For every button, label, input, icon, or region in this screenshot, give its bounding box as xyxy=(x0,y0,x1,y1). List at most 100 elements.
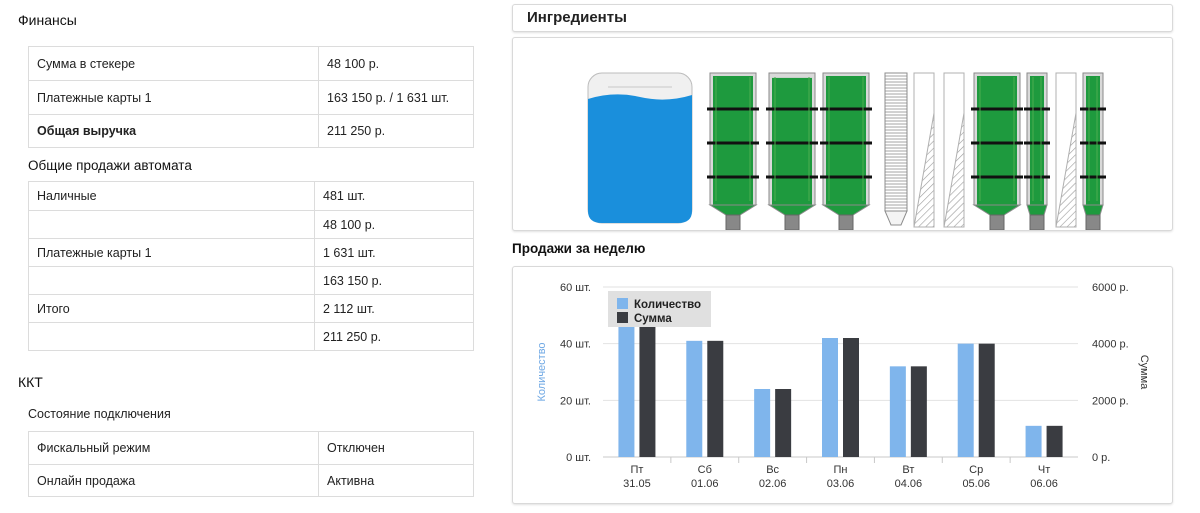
kkt-subtitle: Состояние подключения xyxy=(28,407,171,421)
table-row: Платежные карты 1 1 631 шт. xyxy=(28,238,474,267)
y-tick-label: 20 шт. xyxy=(560,395,591,407)
table-row: 48 100 р. xyxy=(28,210,474,239)
bar-quantity xyxy=(822,338,838,457)
sales-title: Общие продажи автомата xyxy=(28,158,192,173)
table-row: Наличные 481 шт. xyxy=(28,181,474,211)
ingredients-title: Ингредиенты xyxy=(527,9,627,26)
bar-amount xyxy=(1046,425,1063,457)
bar-quantity xyxy=(618,323,635,457)
bar-quantity xyxy=(686,340,703,457)
table-row: Онлайн продажа Активна xyxy=(28,464,474,497)
finance-label: Сумма в стекере xyxy=(28,46,319,81)
y-right-tick-label: 0 р. xyxy=(1092,452,1110,464)
x-tick-label-day: Сб xyxy=(698,464,712,476)
x-tick-label-day: Чт xyxy=(1038,464,1050,476)
kkt-value: Отключен xyxy=(318,431,474,465)
ingredient-container xyxy=(1080,72,1106,231)
ingredients-header: Ингредиенты xyxy=(512,4,1173,32)
bar-quantity xyxy=(1025,425,1042,457)
y-tick-label: 0 шт. xyxy=(566,452,591,464)
ingredient-level xyxy=(1030,76,1044,205)
sales-label xyxy=(28,210,315,239)
chart-panel: 0 шт. 20 шт. 40 шт. 60 шт. 0 р. 2000 р. 4000 р… xyxy=(512,266,1173,504)
sales-value: 163 150 р. xyxy=(314,266,474,295)
water-level xyxy=(588,94,692,223)
finance-table: Сумма в стекере 48 100 р. Платежные карт… xyxy=(28,46,474,148)
bar-quantity xyxy=(957,343,974,457)
ingredients-panel xyxy=(512,37,1173,231)
ingredient-container xyxy=(971,72,1023,231)
ingredient-level xyxy=(1086,76,1100,205)
x-tick-label-date: 04.06 xyxy=(895,478,923,490)
ingredient-container xyxy=(913,72,935,228)
table-row: Фискальный режим Отключен xyxy=(28,431,474,465)
table-row: Итого 2 112 шт. xyxy=(28,294,474,323)
ingredient-container xyxy=(1024,72,1050,231)
ingredient-level xyxy=(977,76,1017,205)
sales-value: 2 112 шт. xyxy=(314,294,474,323)
table-row: Сумма в стекере 48 100 р. xyxy=(28,46,474,81)
x-tick-label-date: 06.06 xyxy=(1030,478,1058,490)
x-tick-label-date: 01.06 xyxy=(691,478,719,490)
sales-label: Наличные xyxy=(28,181,315,211)
bar-amount xyxy=(843,338,859,457)
bar-amount xyxy=(978,343,995,457)
y-axis-label: Количество xyxy=(536,342,548,401)
bar-amount xyxy=(775,389,792,457)
x-tick-label-date: 02.06 xyxy=(759,478,787,490)
x-tick-label-date: 05.06 xyxy=(962,478,990,490)
y-right-tick-label: 4000 р. xyxy=(1092,339,1129,351)
y-right-axis-label: Сумма xyxy=(1138,355,1150,390)
y-right-tick-label: 6000 р. xyxy=(1092,282,1129,294)
legend-swatch xyxy=(617,312,628,323)
bar-amount xyxy=(639,323,656,457)
sales-value: 48 100 р. xyxy=(314,210,474,239)
x-tick-label-day: Пн xyxy=(834,464,848,476)
chart-legend: Количество Сумма xyxy=(608,291,711,327)
x-tick-label-day: Вс xyxy=(766,464,779,476)
kkt-title: ККТ xyxy=(18,374,43,390)
y-tick-label: 40 шт. xyxy=(560,339,591,351)
x-tick-label-day: Ср xyxy=(969,464,983,476)
ingredient-level xyxy=(826,76,866,205)
legend-label: Сумма xyxy=(634,313,672,325)
ingredient-container xyxy=(820,72,872,231)
y-right-tick-label: 2000 р. xyxy=(1092,395,1129,407)
ingredient-container xyxy=(707,72,759,231)
sales-value: 211 250 р. xyxy=(314,322,474,351)
ingredients-illustration xyxy=(587,72,1106,231)
finance-value: 211 250 р. xyxy=(318,114,474,148)
kkt-table: Фискальный режим Отключен Онлайн продажа… xyxy=(28,431,474,497)
bar-amount xyxy=(707,340,724,457)
sales-label: Итого xyxy=(28,294,315,323)
bar-amount xyxy=(910,366,927,457)
kkt-label: Фискальный режим xyxy=(28,431,319,465)
chart-title: Продажи за неделю xyxy=(512,241,646,256)
ingredient-container xyxy=(943,72,965,228)
kkt-label: Онлайн продажа xyxy=(28,464,319,497)
finance-value: 163 150 р. / 1 631 шт. xyxy=(318,80,474,115)
legend-swatch xyxy=(617,298,628,309)
table-row: Общая выручка 211 250 р. xyxy=(28,114,474,148)
finance-value: 48 100 р. xyxy=(318,46,474,81)
legend-label: Количество xyxy=(634,299,701,311)
y-tick-label: 60 шт. xyxy=(560,282,591,294)
sales-label: Платежные карты 1 xyxy=(28,238,315,267)
ingredient-container xyxy=(587,72,693,224)
table-row: Платежные карты 1 163 150 р. / 1 631 шт. xyxy=(28,80,474,115)
sales-label xyxy=(28,266,315,295)
finance-label: Общая выручка xyxy=(28,114,319,148)
finance-label: Платежные карты 1 xyxy=(28,80,319,115)
ingredient-container xyxy=(1055,72,1077,228)
table-row: 163 150 р. xyxy=(28,266,474,295)
ingredient-container xyxy=(766,72,818,231)
bar-quantity xyxy=(889,366,906,457)
x-tick-label-date: 03.06 xyxy=(827,478,855,490)
kkt-value: Активна xyxy=(318,464,474,497)
ingredient-level xyxy=(772,77,812,205)
sales-value: 481 шт. xyxy=(314,181,474,211)
sales-label xyxy=(28,322,315,351)
x-tick-label-date: 31.05 xyxy=(623,478,651,490)
weekly-sales-chart: 0 шт. 20 шт. 40 шт. 60 шт. 0 р. 2000 р. 4000 р… xyxy=(536,282,1150,490)
x-tick-label-day: Вт xyxy=(902,464,914,476)
